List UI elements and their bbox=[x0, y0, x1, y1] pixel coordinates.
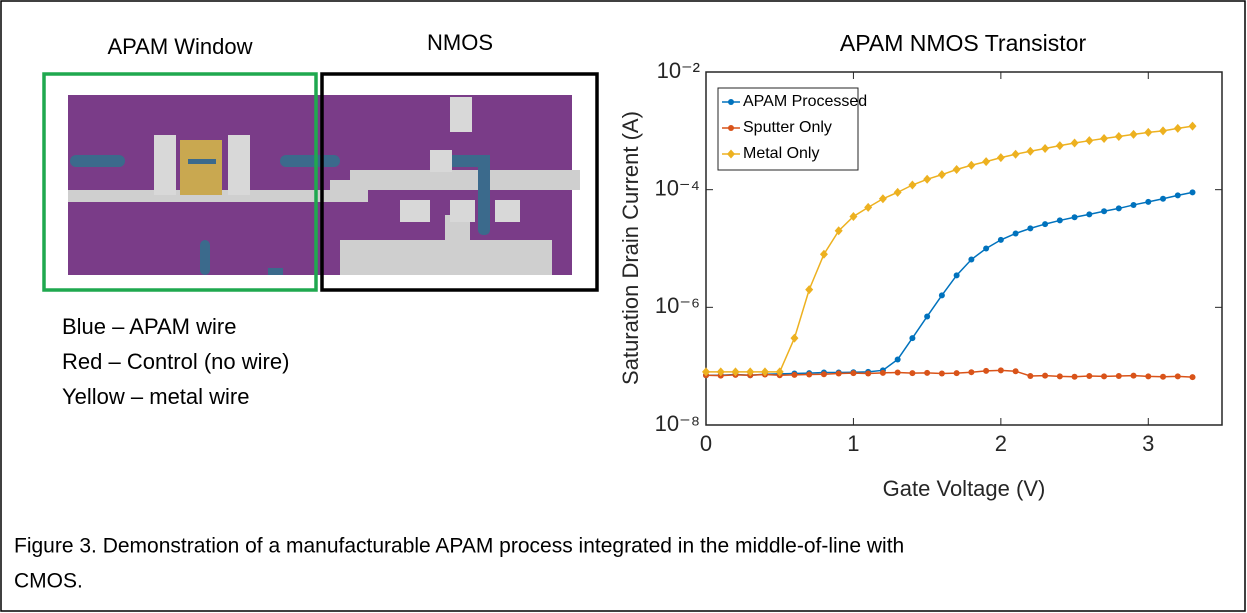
data-point bbox=[791, 372, 797, 378]
data-point bbox=[806, 372, 812, 378]
data-point bbox=[968, 257, 974, 263]
data-point bbox=[895, 356, 901, 362]
data-point bbox=[998, 367, 1004, 373]
data-point bbox=[924, 370, 930, 376]
data-point bbox=[1131, 373, 1137, 379]
data-point bbox=[924, 313, 930, 319]
data-point bbox=[1086, 211, 1092, 217]
data-point bbox=[909, 335, 915, 341]
key-line: Yellow – metal wire bbox=[62, 384, 250, 409]
data-point bbox=[939, 371, 945, 377]
data-point bbox=[983, 368, 989, 374]
data-point bbox=[1101, 373, 1107, 379]
data-point bbox=[1131, 202, 1137, 208]
data-point bbox=[1145, 199, 1151, 205]
data-point bbox=[880, 370, 886, 376]
data-point bbox=[939, 292, 945, 298]
nmos-label: NMOS bbox=[427, 30, 493, 55]
window-label: APAM Window bbox=[107, 34, 252, 59]
data-point bbox=[821, 371, 827, 377]
data-point bbox=[1116, 205, 1122, 211]
x-tick-label: 3 bbox=[1142, 431, 1154, 456]
data-point bbox=[1072, 214, 1078, 220]
figure: APAM Window NMOS Blue – APAM wire Red – … bbox=[0, 0, 1247, 613]
data-point bbox=[1160, 196, 1166, 202]
legend-marker bbox=[728, 99, 734, 105]
x-tick-label: 0 bbox=[700, 431, 712, 456]
legend-label: APAM Processed bbox=[743, 93, 867, 110]
data-point bbox=[983, 246, 989, 252]
key-line: Blue – APAM wire bbox=[62, 314, 236, 339]
x-tick-label: 2 bbox=[995, 431, 1007, 456]
caption-line: CMOS. bbox=[14, 570, 83, 593]
data-point bbox=[1175, 373, 1181, 379]
data-point bbox=[1175, 192, 1181, 198]
y-tick-label: 10⁻⁴ bbox=[654, 175, 700, 200]
data-point bbox=[909, 370, 915, 376]
legend-label: Metal Only bbox=[743, 145, 819, 162]
data-point bbox=[1027, 225, 1033, 231]
caption-line: Figure 3. Demonstration of a manufactura… bbox=[14, 535, 904, 558]
data-point bbox=[895, 370, 901, 376]
data-point bbox=[1042, 373, 1048, 379]
data-point bbox=[1190, 189, 1196, 195]
data-point bbox=[1057, 373, 1063, 379]
data-point bbox=[865, 371, 871, 377]
data-point bbox=[836, 371, 842, 377]
micrograph bbox=[44, 74, 597, 290]
data-point bbox=[1072, 374, 1078, 380]
data-point bbox=[1190, 374, 1196, 380]
key-line: Red – Control (no wire) bbox=[62, 349, 289, 374]
y-tick-label: 10⁻⁶ bbox=[655, 293, 700, 318]
data-point bbox=[1042, 221, 1048, 227]
y-axis-label: Saturation Drain Current (A) bbox=[618, 111, 643, 385]
y-tick-label: 10⁻⁸ bbox=[655, 411, 700, 436]
x-tick-label: 1 bbox=[847, 431, 859, 456]
data-point bbox=[1027, 373, 1033, 379]
legend-label: Sputter Only bbox=[743, 119, 832, 136]
data-point bbox=[1101, 208, 1107, 214]
x-axis-label: Gate Voltage (V) bbox=[883, 476, 1046, 501]
data-point bbox=[968, 369, 974, 375]
data-point bbox=[1013, 230, 1019, 236]
data-point bbox=[1160, 374, 1166, 380]
data-point bbox=[1086, 373, 1092, 379]
chart-title: APAM NMOS Transistor bbox=[840, 30, 1087, 56]
data-point bbox=[954, 272, 960, 278]
data-point bbox=[1145, 373, 1151, 379]
data-point bbox=[954, 370, 960, 376]
data-point bbox=[1116, 373, 1122, 379]
data-point bbox=[1013, 368, 1019, 374]
y-tick-label: 10⁻² bbox=[657, 58, 700, 83]
data-point bbox=[850, 370, 856, 376]
legend-marker bbox=[728, 125, 734, 131]
data-point bbox=[998, 237, 1004, 243]
data-point bbox=[1057, 217, 1063, 223]
